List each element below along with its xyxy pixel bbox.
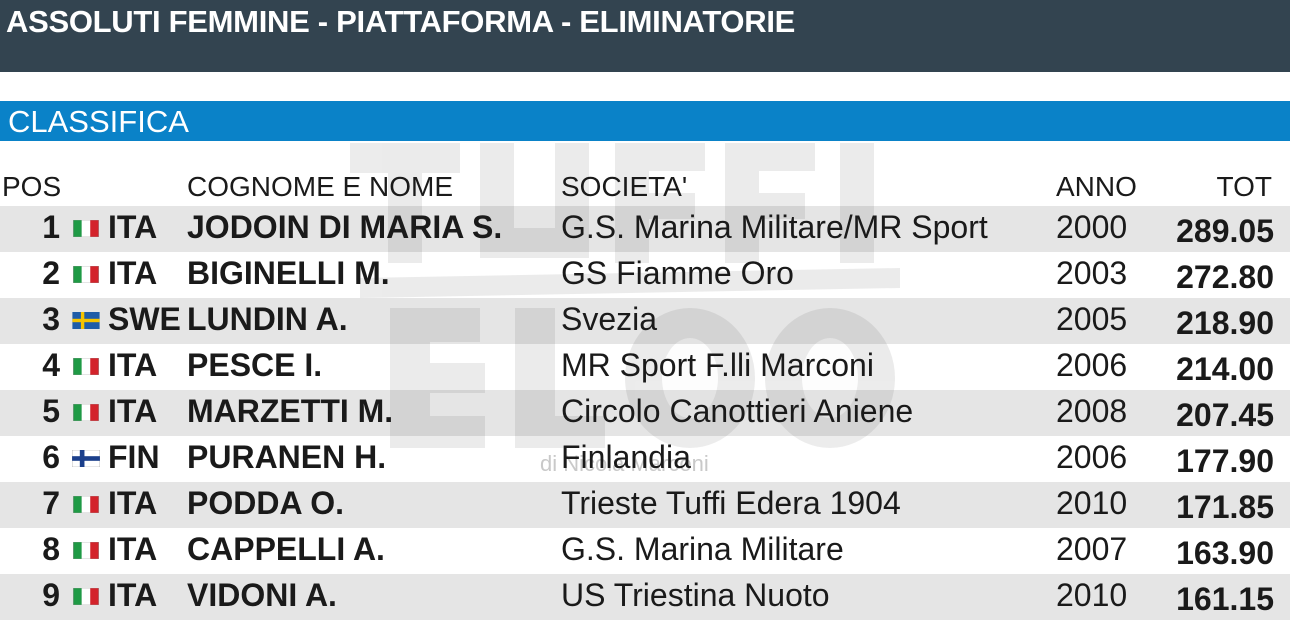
column-header-name: COGNOME E NOME (187, 171, 454, 202)
row-athlete-name: PURANEN H. (187, 439, 387, 475)
column-header-tot: TOT (1216, 171, 1272, 202)
row-athlete-name: VIDONI A. (187, 577, 337, 613)
row-athlete-name: JODOIN DI MARIA S. (187, 209, 503, 245)
row-club: G.S. Marina Militare/MR Sport (561, 209, 988, 245)
table-row: 1 ITA JODOIN DI MARIA S. G.S. Marina Milita… (0, 206, 1290, 252)
row-nation: ITA (108, 347, 158, 383)
row-club: GS Fiamme Oro (561, 255, 794, 291)
row-position: 9 (42, 577, 60, 613)
table-row: 4 ITA PESCE I. MR Sport F.lli Marconi 2006 21… (0, 344, 1290, 390)
row-nation: ITA (108, 485, 158, 521)
row-position: 8 (42, 531, 60, 567)
italy-flag-icon (72, 404, 100, 421)
row-total-score: 177.90 (1176, 443, 1274, 479)
column-header-pos: POS (2, 171, 62, 202)
row-total-score: 171.85 (1176, 489, 1274, 525)
row-position: 1 (42, 209, 60, 245)
page-header: ASSOLUTI FEMMINE - PIATTAFORMA - ELIMINA… (0, 0, 1290, 72)
row-nation: ITA (108, 255, 158, 291)
section-title: CLASSIFICA (8, 104, 189, 139)
row-total-score: 161.15 (1176, 581, 1274, 617)
row-nation: ITA (108, 209, 158, 245)
column-header-club: SOCIETA' (561, 171, 688, 202)
row-club: Finlandia (561, 439, 691, 475)
row-total-score: 214.00 (1176, 351, 1274, 387)
page-title: ASSOLUTI FEMMINE - PIATTAFORMA - ELIMINA… (6, 4, 796, 39)
row-year: 2008 (1056, 393, 1128, 429)
row-year: 2006 (1056, 439, 1128, 475)
row-athlete-name: BIGINELLI M. (187, 255, 390, 291)
italy-flag-icon (72, 266, 100, 283)
finland-flag-icon (72, 450, 100, 467)
row-nation: ITA (108, 393, 158, 429)
row-year: 2003 (1056, 255, 1128, 291)
italy-flag-icon (72, 358, 100, 375)
row-club: Svezia (561, 301, 658, 337)
row-club: US Triestina Nuoto (561, 577, 830, 613)
row-position: 6 (42, 439, 60, 475)
italy-flag-icon (72, 220, 100, 237)
row-position: 3 (42, 301, 60, 337)
row-athlete-name: LUNDIN A. (187, 301, 348, 337)
ranking-table: 1 ITA JODOIN DI MARIA S. G.S. Marina Milita… (0, 206, 1290, 620)
row-position: 2 (42, 255, 60, 291)
italy-flag-icon (72, 588, 100, 605)
row-year: 2005 (1056, 301, 1128, 337)
row-nation: FIN (108, 439, 160, 475)
row-nation: ITA (108, 531, 158, 567)
section-bar: CLASSIFICA (0, 101, 1290, 141)
italy-flag-icon (72, 496, 100, 513)
row-total-score: 218.90 (1176, 305, 1274, 341)
table-row: 7 ITA PODDA O. Trieste Tuffi Edera 1904 2010… (0, 482, 1290, 528)
row-nation: ITA (108, 577, 158, 613)
italy-flag-icon (72, 542, 100, 559)
table-row: 9 ITA VIDONI A. US Triestina Nuoto 2010 161.1… (0, 574, 1290, 620)
row-nation: SWE (108, 301, 181, 337)
row-total-score: 272.80 (1176, 259, 1274, 295)
sweden-flag-icon (72, 312, 100, 329)
row-position: 7 (42, 485, 60, 521)
row-club: Circolo Canottieri Aniene (561, 393, 914, 429)
table-row: 5 ITA MARZETTI M. Circolo Canottieri Aniene… (0, 390, 1290, 436)
table-row: 6 FIN PURANEN H. Finlandia 2006 177.90 (0, 436, 1290, 482)
row-total-score: 163.90 (1176, 535, 1274, 571)
row-total-score: 207.45 (1176, 397, 1274, 433)
row-year: 2006 (1056, 347, 1128, 383)
row-athlete-name: MARZETTI M. (187, 393, 394, 429)
column-header-year: ANNO (1056, 171, 1137, 202)
row-total-score: 289.05 (1176, 213, 1274, 249)
row-athlete-name: PESCE I. (187, 347, 323, 383)
row-athlete-name: PODDA O. (187, 485, 345, 521)
row-position: 4 (42, 347, 60, 383)
row-year: 2010 (1056, 485, 1128, 521)
row-year: 2000 (1056, 209, 1128, 245)
table-row: 8 ITA CAPPELLI A. G.S. Marina Militare 2007 1… (0, 528, 1290, 574)
row-athlete-name: CAPPELLI A. (187, 531, 385, 567)
row-club: Trieste Tuffi Edera 1904 (561, 485, 901, 521)
watermark-credit: di Nicola Marconi (540, 451, 709, 476)
row-club: G.S. Marina Militare (561, 531, 844, 567)
table-row: 2 ITA BIGINELLI M. GS Fiamme Oro 2003 272.80 (0, 252, 1290, 298)
table-row: 3 SWE LUNDIN A. Svezia 2005 218.90 (0, 298, 1290, 344)
row-year: 2010 (1056, 577, 1128, 613)
row-club: MR Sport F.lli Marconi (561, 347, 874, 383)
row-position: 5 (42, 393, 60, 429)
row-year: 2007 (1056, 531, 1128, 567)
